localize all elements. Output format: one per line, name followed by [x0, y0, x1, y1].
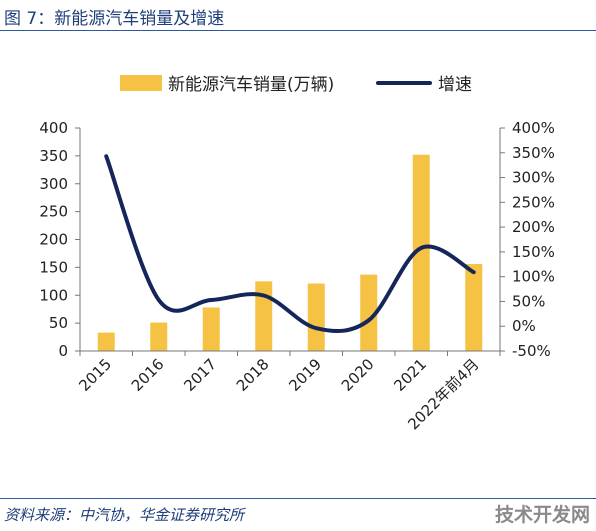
legend-line-label: 增速	[438, 75, 472, 95]
x-category-label: 2019	[285, 355, 325, 395]
right-tick-label: -50%	[512, 342, 551, 360]
figure-title: 图 7：新能源汽车销量及增速	[4, 9, 225, 29]
x-category-label: 2016	[128, 355, 168, 395]
figure-header: 图 7：新能源汽车销量及增速	[0, 0, 596, 33]
right-tick-label: 0%	[512, 317, 536, 335]
bar-2018	[255, 281, 273, 351]
left-tick-label: 50	[49, 314, 68, 332]
x-category-label: 2017	[180, 355, 220, 395]
left-tick-label: 300	[39, 175, 68, 193]
footer-divider	[0, 498, 596, 499]
right-tick-label: 300%	[512, 169, 555, 187]
x-category-label: 2018	[233, 355, 273, 395]
bar-2016	[150, 322, 168, 351]
left-tick-label: 200	[39, 231, 68, 249]
right-tick-label: 100%	[512, 268, 555, 286]
growth-line	[104, 154, 476, 334]
x-category-label: 2021	[390, 355, 430, 395]
left-tick-label: 100	[39, 286, 68, 304]
bar-2019	[307, 283, 325, 351]
left-tick-label: 0	[58, 342, 68, 360]
left-tick-label: 350	[39, 147, 68, 165]
source-note: 资料来源：中汽协，华金证券研究所	[4, 506, 245, 524]
right-tick-label: 200%	[512, 218, 555, 236]
legend-bar-label: 新能源汽车销量(万辆)	[168, 75, 334, 95]
x-category-label: 2020	[338, 355, 378, 395]
x-category-label: 2015	[75, 355, 115, 395]
left-tick-label: 400	[39, 119, 68, 137]
title-divider	[0, 30, 596, 31]
legend-bar-swatch	[120, 75, 162, 91]
right-tick-label: 50%	[512, 292, 545, 310]
right-tick-label: 250%	[512, 193, 555, 211]
chart: 0 50 100 150 200 250 300 350 400 -50% 0% 50% 100% 150…	[39, 75, 555, 433]
bar-2015	[97, 332, 115, 351]
bar-2017	[202, 307, 220, 351]
right-tick-label: 150%	[512, 243, 555, 261]
watermark: 技术开发网	[494, 504, 590, 526]
bar-2022年前4月	[465, 264, 483, 351]
right-tick-label: 350%	[512, 144, 555, 162]
bar-2021	[412, 154, 430, 351]
right-tick-label: 400%	[512, 119, 555, 137]
left-tick-label: 150	[39, 258, 68, 276]
bar-2020	[360, 274, 378, 351]
left-tick-label: 250	[39, 203, 68, 221]
